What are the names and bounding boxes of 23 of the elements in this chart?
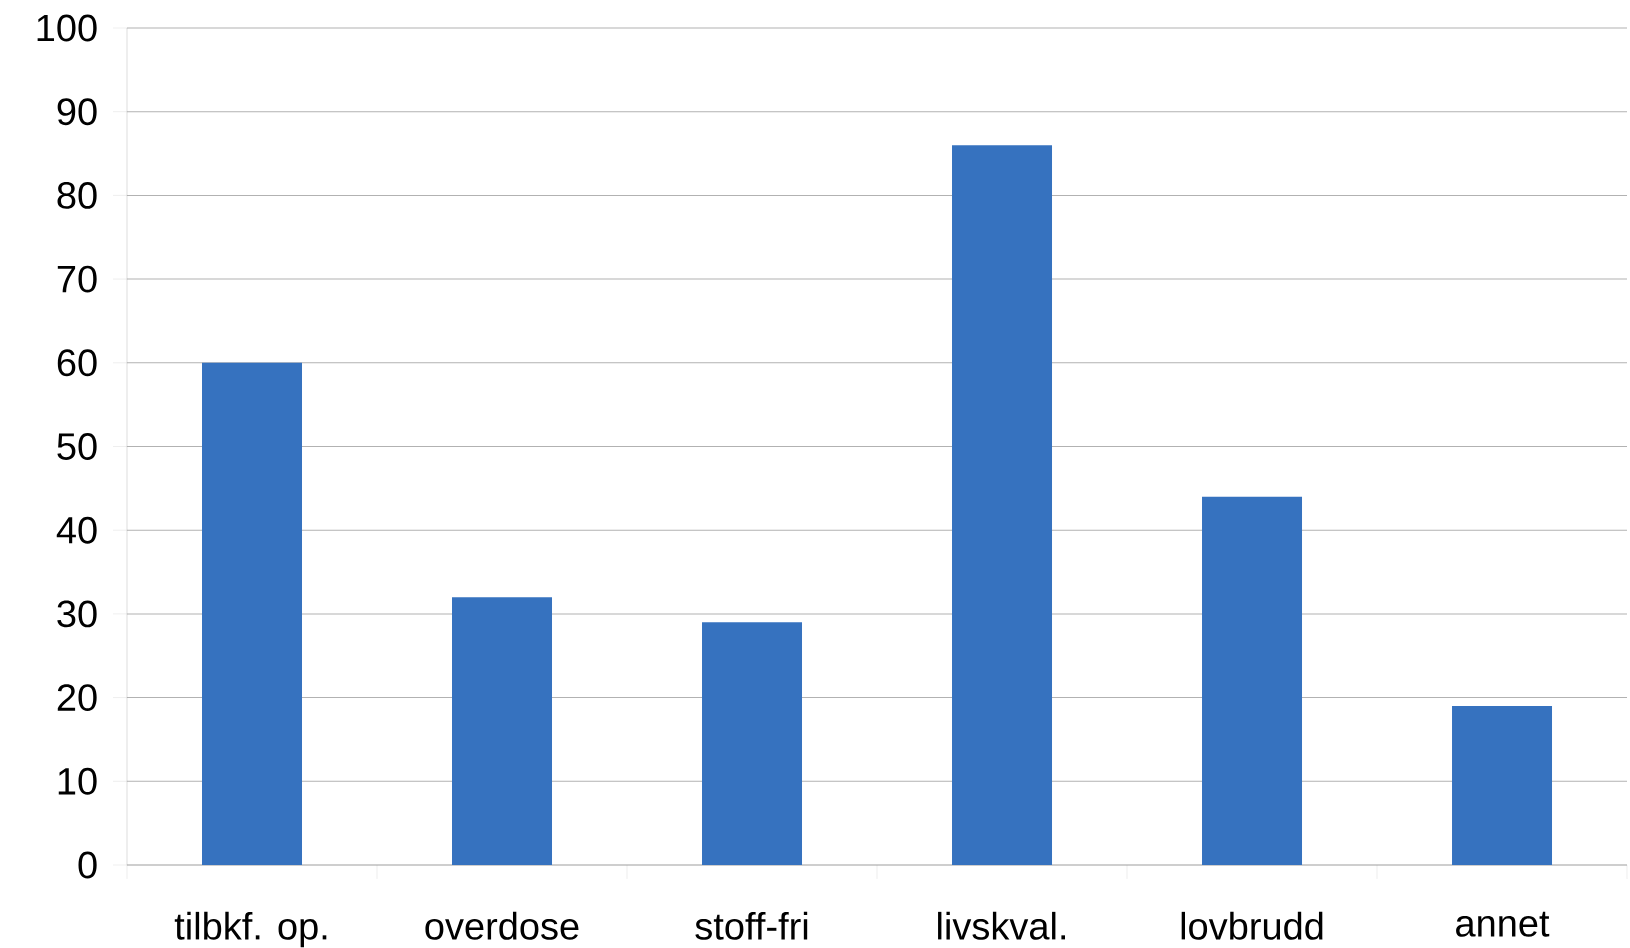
y-tick-label: 70 bbox=[57, 265, 97, 293]
x-tick-label: annet bbox=[1456, 911, 1550, 937]
y-tick-label: 0 bbox=[78, 851, 97, 879]
x-tick-label: livskval. bbox=[938, 911, 1066, 940]
y-tick-label: 100 bbox=[37, 14, 97, 42]
bar bbox=[1202, 496, 1303, 865]
y-tick-label: 20 bbox=[57, 684, 97, 712]
y-tick-label: 40 bbox=[56, 516, 97, 544]
y-tick-label: 50 bbox=[57, 433, 97, 460]
bar bbox=[452, 597, 553, 865]
bar bbox=[202, 362, 302, 865]
bar bbox=[1452, 705, 1553, 865]
y-tick-label: 60 bbox=[57, 349, 97, 377]
y-tick-label: 30 bbox=[57, 600, 97, 628]
x-tick-label: overdose bbox=[425, 911, 579, 940]
y-tick-label: 90 bbox=[57, 98, 97, 126]
x-tick-label: lovbrudd bbox=[1181, 911, 1323, 940]
y-tick-label: 10 bbox=[58, 767, 97, 795]
x-tick-label: stoff-fri bbox=[695, 911, 808, 940]
y-tick-label: 80 bbox=[57, 181, 97, 209]
x-tick-label: tilbkf. op. bbox=[174, 911, 327, 948]
bar bbox=[702, 622, 803, 865]
bar bbox=[952, 145, 1053, 865]
